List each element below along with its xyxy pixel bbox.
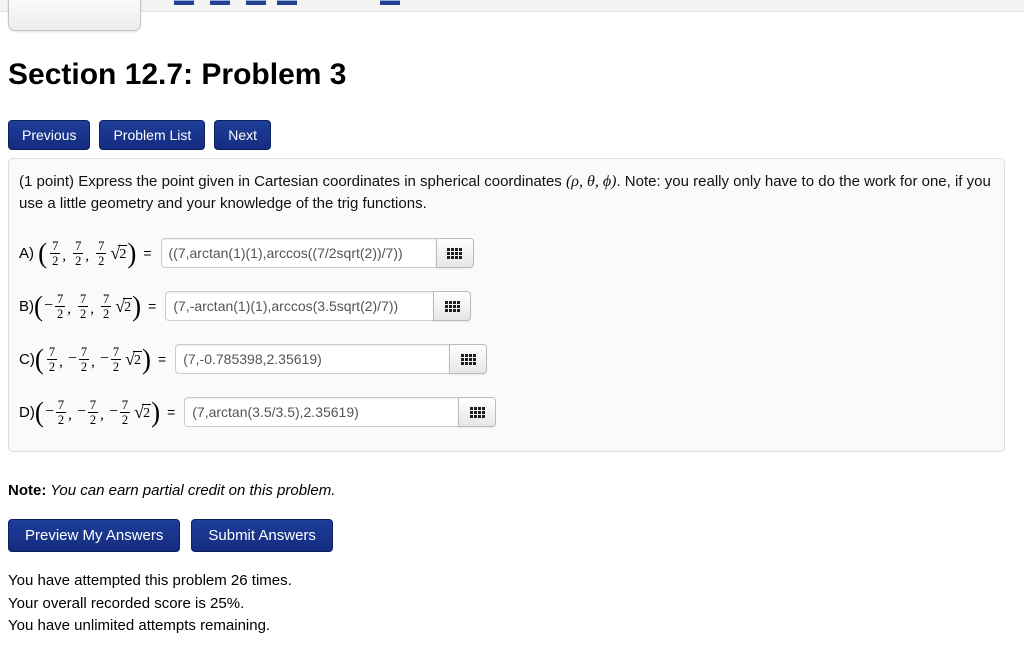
answer-input-d[interactable]: [184, 397, 459, 427]
answer-label: B): [19, 297, 34, 315]
answer-input-c[interactable]: [175, 344, 450, 374]
right-paren: ): [151, 396, 161, 428]
answer-input-b[interactable]: [165, 291, 434, 321]
coord-sign: −: [67, 350, 77, 367]
sidebar-toggle-tab[interactable]: [8, 0, 141, 31]
comma: ,: [91, 353, 95, 370]
equation-editor-button[interactable]: [433, 291, 472, 321]
top-toolbar-strip: [0, 0, 1024, 12]
answer-label: C): [19, 350, 35, 368]
answer-input-group: [184, 397, 497, 427]
left-paren: (: [34, 396, 44, 428]
sqrt-two: √ 2: [125, 348, 143, 369]
spherical-coords-math: (ρ, θ, ϕ): [565, 173, 617, 190]
coord-sign: −: [108, 403, 118, 420]
answer-actions: Preview My Answers Submit Answers: [8, 519, 1005, 552]
cropped-toolbar-button-icon: [174, 0, 194, 5]
coord-sign: −: [44, 297, 54, 314]
right-paren: ): [132, 290, 142, 322]
left-paren: (: [34, 343, 44, 375]
left-paren: (: [38, 237, 48, 269]
problem-nav: Previous Problem List Next: [8, 120, 1005, 150]
cropped-toolbar-button-icon: [380, 0, 400, 5]
attempts-remaining-line: You have unlimited attempts remaining.: [8, 617, 271, 634]
comma: ,: [90, 300, 95, 317]
equals-sign: =: [143, 245, 152, 261]
keypad-grid-icon: [447, 247, 462, 259]
sqrt-two: √ 2: [110, 242, 128, 263]
problem-list-button[interactable]: Problem List: [99, 120, 206, 150]
answer-input-group: [165, 291, 472, 321]
note-text: You can earn partial credit on this prob…: [46, 482, 336, 499]
cropped-toolbar-button-icon: [246, 0, 266, 5]
equation-editor-button[interactable]: [449, 344, 488, 374]
equals-sign: =: [158, 351, 167, 367]
comma: ,: [59, 353, 63, 370]
comma: ,: [67, 300, 72, 317]
right-paren: ): [127, 237, 137, 269]
answer-label: D): [19, 403, 35, 421]
partial-credit-note: Note: You can earn partial credit on thi…: [8, 482, 1005, 499]
answer-input-group: [175, 344, 488, 374]
keypad-grid-icon: [460, 353, 476, 365]
intro-text-before: (1 point) Express the point given in Car…: [19, 173, 566, 190]
attempt-status: You have attempted this problem 26 times…: [8, 570, 1005, 638]
answer-label: A): [19, 244, 39, 262]
preview-answers-button[interactable]: Preview My Answers: [8, 519, 181, 552]
intro-text-after: . Note: you really only have to do the w…: [19, 173, 991, 212]
note-label: Note:: [8, 482, 47, 499]
comma: ,: [68, 406, 72, 423]
answer-input-group: [160, 238, 474, 268]
coord-sign: −: [44, 403, 54, 420]
cropped-toolbar-button-icon: [210, 0, 230, 5]
cropped-toolbar-button-icon: [277, 0, 297, 5]
comma: ,: [100, 406, 104, 423]
equals-sign: =: [167, 404, 176, 420]
sqrt-two: √ 2: [134, 401, 152, 422]
recorded-score-line: Your overall recorded score is 25%.: [8, 594, 245, 612]
left-paren: (: [34, 290, 43, 322]
coord-sign: −: [76, 403, 86, 420]
attempts-count-line: You have attempted this problem 26 times…: [8, 572, 292, 589]
page-title: Section 12.7: Problem 3: [8, 58, 347, 91]
equation-editor-button[interactable]: [435, 238, 474, 268]
comma: ,: [62, 247, 67, 264]
comma: ,: [85, 247, 90, 264]
problem-box: (1 point) Express the point given in Car…: [8, 158, 1005, 452]
coord-sign: −: [99, 350, 109, 367]
answer-input-a[interactable]: [160, 238, 436, 268]
main-content: Section 12.7: Problem 3 Previous Problem…: [8, 58, 1005, 638]
equals-sign: =: [148, 298, 157, 314]
keypad-grid-icon: [444, 300, 460, 312]
next-button[interactable]: Next: [214, 120, 272, 150]
right-paren: ): [142, 343, 152, 375]
sqrt-two: √ 2: [115, 295, 133, 316]
equation-editor-button[interactable]: [458, 397, 497, 427]
previous-button[interactable]: Previous: [8, 120, 91, 150]
keypad-grid-icon: [469, 406, 485, 418]
problem-statement: (1 point) Express the point given in Car…: [19, 171, 994, 215]
submit-answers-button[interactable]: Submit Answers: [191, 519, 333, 552]
